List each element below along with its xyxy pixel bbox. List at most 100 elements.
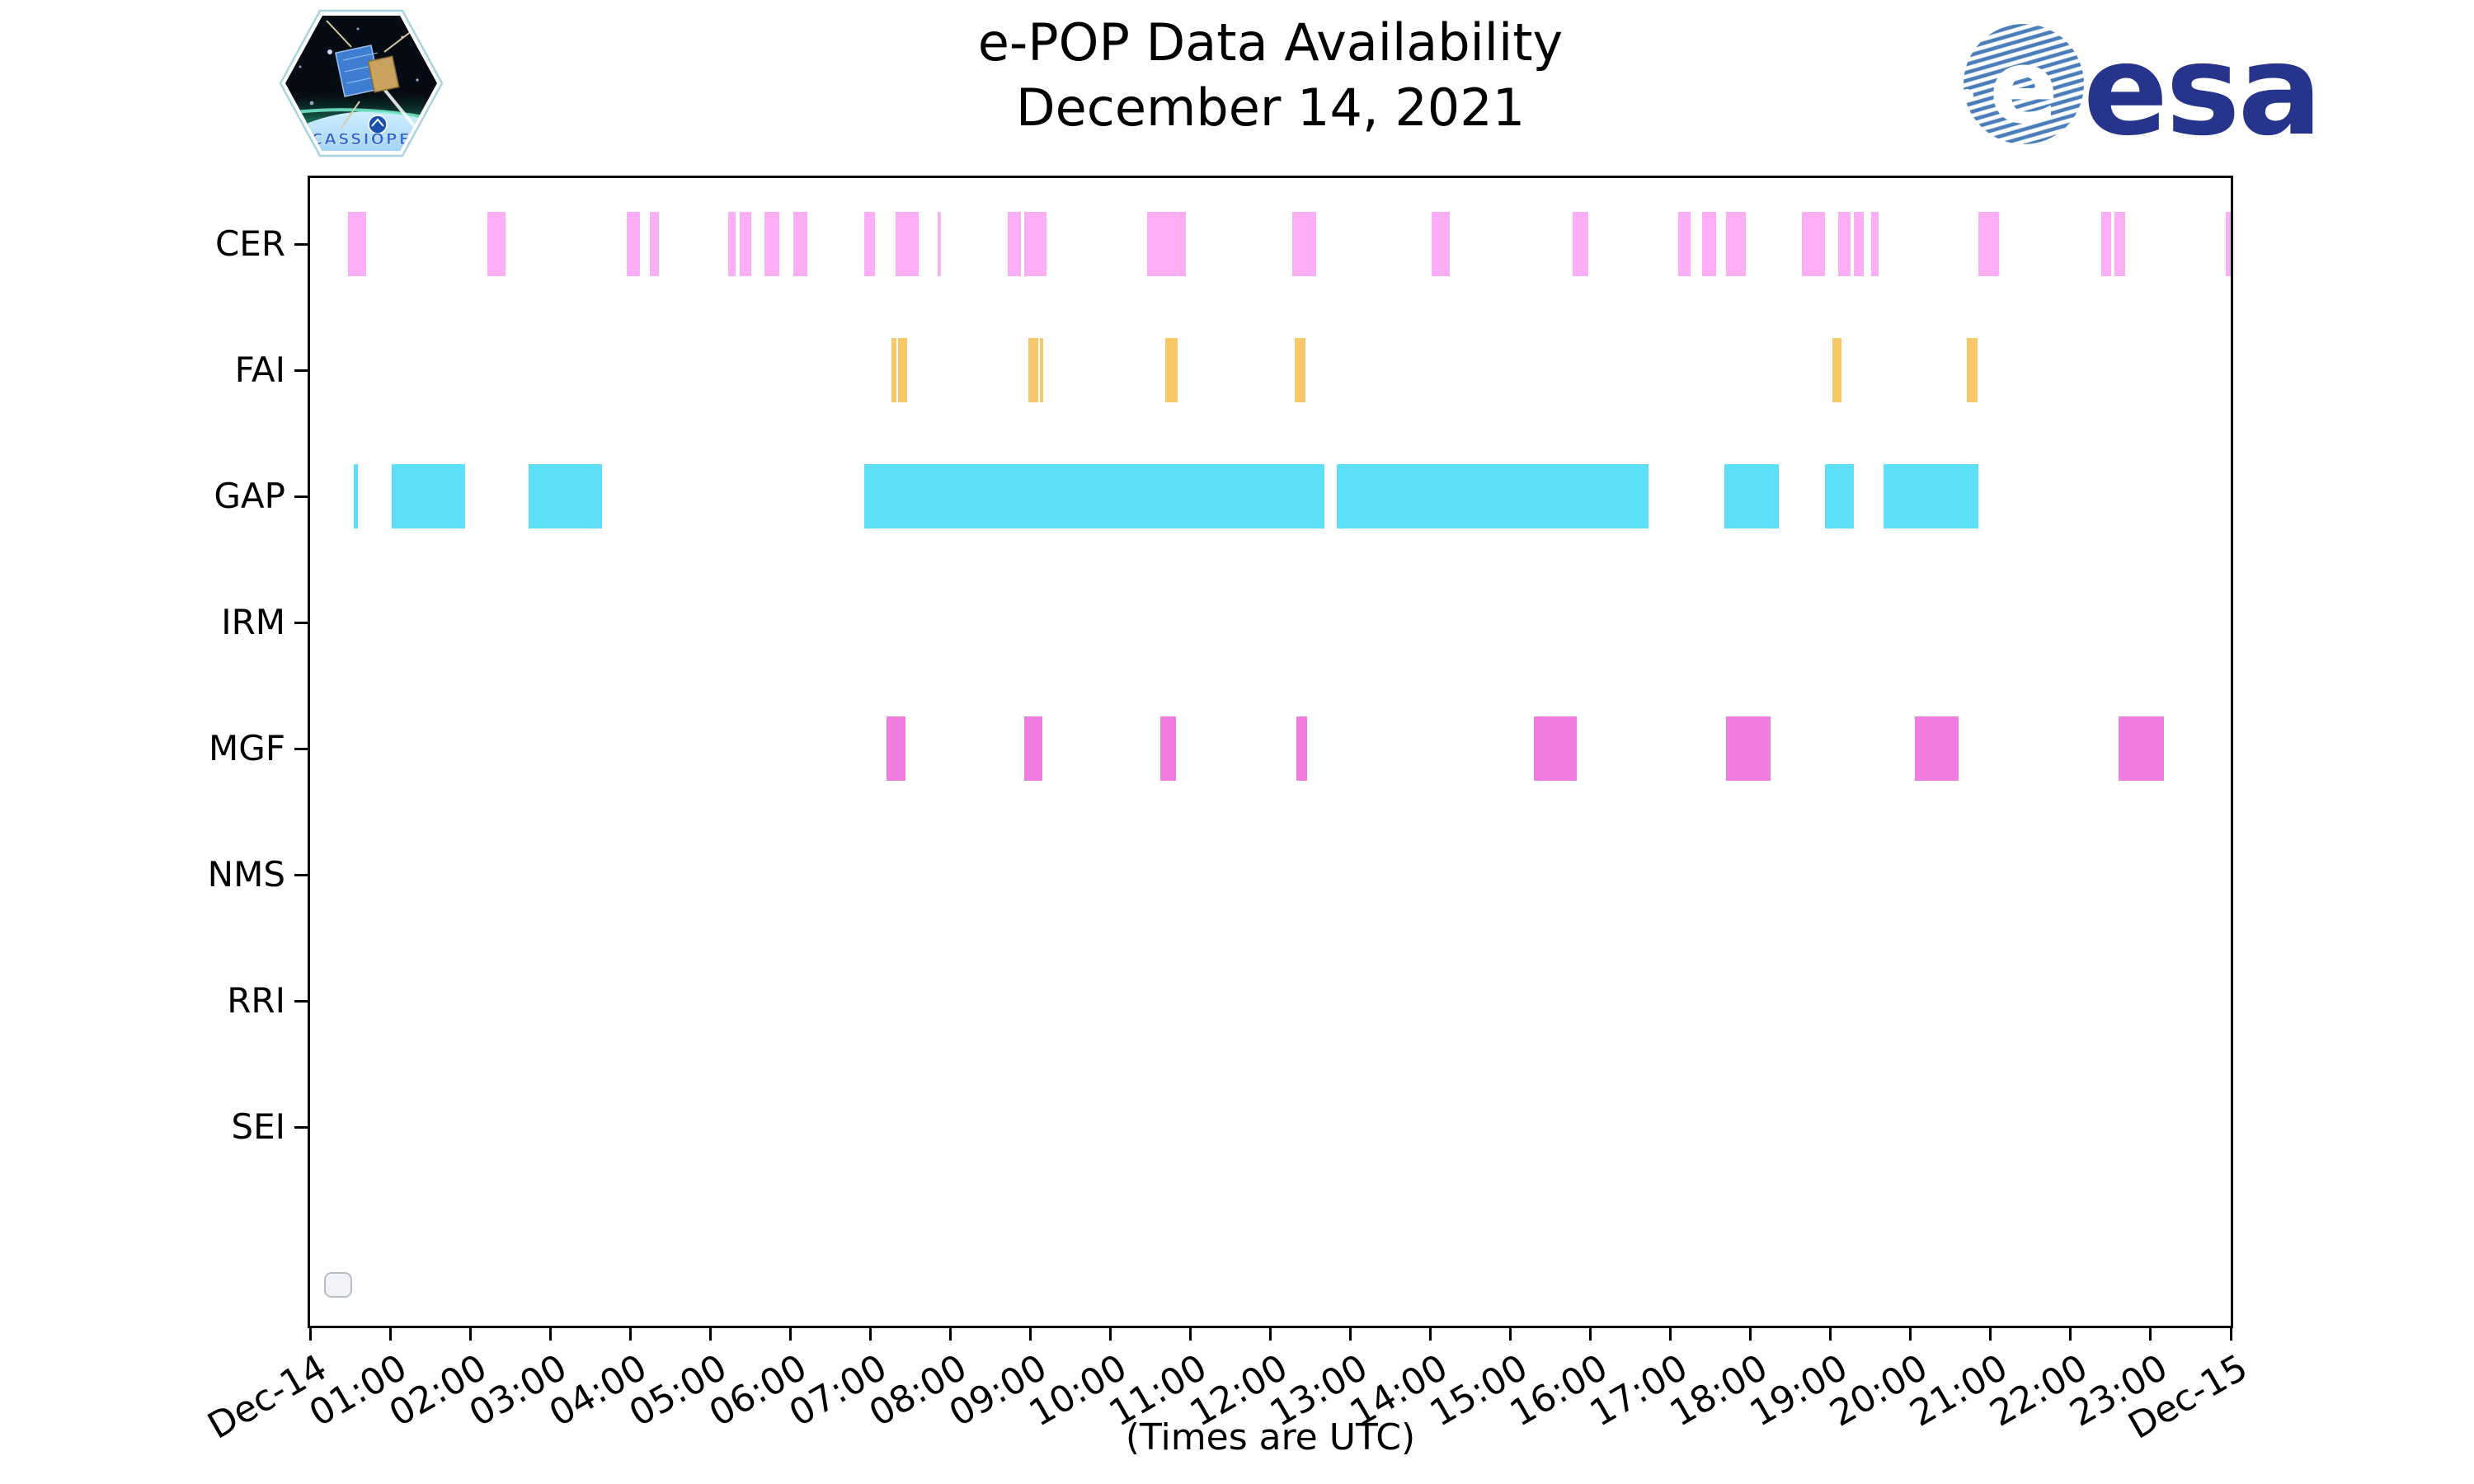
availability-bar-GAP: [863, 464, 1325, 528]
plot-area: [308, 176, 2233, 1328]
availability-bar-MGF: [2119, 716, 2165, 781]
x-tick-mark-19:00: [1829, 1326, 1832, 1341]
availability-bar-CER: [1853, 212, 1864, 276]
y-tick-mark-SEI: [294, 1125, 310, 1129]
availability-bar-FAI: [891, 338, 897, 402]
y-axis-label-IRM: IRM: [221, 602, 285, 642]
availability-bar-GAP: [528, 464, 603, 528]
chart-title-line2: December 14, 2021: [1015, 77, 1526, 139]
x-tick-mark-03:00: [548, 1326, 552, 1341]
x-tick-mark-11:00: [1188, 1326, 1192, 1341]
availability-bar-FAI: [1028, 338, 1039, 402]
availability-bar-FAI: [1294, 338, 1306, 402]
x-tick-mark-02:00: [468, 1326, 472, 1341]
esa-globe-letter: e: [1989, 28, 2058, 147]
availability-bar-CER: [1147, 212, 1186, 276]
cassiope-mission-patch: CASSIOPE: [279, 9, 444, 157]
availability-bar-CER: [764, 212, 779, 276]
availability-bar-MGF: [1914, 716, 1959, 781]
availability-bar-CER: [740, 212, 751, 276]
availability-bar-MGF: [1159, 716, 1176, 781]
x-tick-mark-16:00: [1589, 1326, 1592, 1341]
y-axis-label-NMS: NMS: [207, 854, 285, 895]
y-tick-mark-GAP: [294, 495, 310, 498]
availability-bar-FAI: [898, 338, 907, 402]
availability-bar-CER: [1023, 212, 1047, 276]
availability-bar-CER: [1838, 212, 1851, 276]
availability-bar-MGF: [1296, 716, 1308, 781]
x-tick-mark-06:00: [788, 1326, 792, 1341]
availability-bar-CER: [727, 212, 736, 276]
availability-bar-CER: [2114, 212, 2125, 276]
legend-box: [324, 1272, 352, 1298]
x-tick-mark-12:00: [1269, 1326, 1272, 1341]
availability-bar-CER: [2100, 212, 2112, 276]
x-tick-mark-04:00: [628, 1326, 632, 1341]
x-tick-mark-22:00: [2069, 1326, 2072, 1341]
availability-bar-GAP: [354, 464, 359, 528]
availability-bar-MGF: [1023, 716, 1042, 781]
availability-bar-GAP: [1724, 464, 1779, 528]
y-axis-label-CER: CER: [214, 223, 285, 264]
availability-bar-FAI: [1966, 338, 1978, 402]
x-tick-mark-01:00: [388, 1326, 392, 1341]
availability-bar-FAI: [1165, 338, 1178, 402]
availability-bar-GAP: [391, 464, 466, 528]
availability-bar-CER: [793, 212, 807, 276]
availability-bar-MGF: [1533, 716, 1578, 781]
y-tick-mark-IRM: [294, 621, 310, 624]
availability-bar-CER: [487, 212, 506, 276]
beam: [378, 82, 417, 129]
x-tick-mark-21:00: [1989, 1326, 1992, 1341]
y-tick-mark-MGF: [294, 747, 310, 750]
availability-bar-CER: [1871, 212, 1879, 276]
availability-bar-GAP: [1883, 464, 1979, 528]
horizon-glow: [285, 108, 437, 129]
y-axis-label-SEI: SEI: [231, 1106, 285, 1147]
satellite: [326, 20, 420, 129]
x-tick-mark-17:00: [1669, 1326, 1672, 1341]
availability-bar-CER: [1978, 212, 1999, 276]
esa-logo: e esa: [1961, 17, 2321, 155]
x-tick-mark-23:00: [2149, 1326, 2152, 1341]
x-tick-mark-05:00: [708, 1326, 712, 1341]
availability-bar-CER: [896, 212, 919, 276]
availability-bar-CER: [1573, 212, 1588, 276]
availability-bar-CER: [864, 212, 876, 276]
chart-title: e-POP Data Availability December 14, 202…: [310, 10, 2231, 141]
y-tick-mark-FAI: [294, 369, 310, 372]
availability-bar-CER: [1701, 212, 1716, 276]
y-tick-mark-NMS: [294, 873, 310, 876]
availability-bar-CER: [1801, 212, 1825, 276]
x-tick-mark-Dec-14: [308, 1326, 312, 1341]
x-tick-mark-Dec-15: [2229, 1326, 2232, 1341]
availability-bar-CER: [1291, 212, 1316, 276]
y-axis-label-MGF: MGF: [209, 728, 285, 768]
availability-bar-CER: [937, 212, 941, 276]
x-tick-mark-08:00: [948, 1326, 952, 1341]
y-axis-label-RRI: RRI: [227, 980, 285, 1021]
x-tick-mark-20:00: [1909, 1326, 1912, 1341]
availability-bar-MGF: [1725, 716, 1771, 781]
cassiope-wordmark: CASSIOPE: [311, 130, 411, 148]
availability-bar-CER: [347, 212, 366, 276]
availability-bar-CER: [1678, 212, 1691, 276]
availability-bar-CER: [1431, 212, 1450, 276]
x-axis-title: (Times are UTC): [1125, 1416, 1416, 1458]
x-tick-mark-07:00: [868, 1326, 872, 1341]
y-tick-mark-RRI: [294, 999, 310, 1003]
y-axis-label-GAP: GAP: [214, 476, 285, 516]
x-tick-mark-15:00: [1509, 1326, 1512, 1341]
patch-scene: CASSIOPE: [285, 16, 437, 151]
availability-bar-CER: [627, 212, 640, 276]
availability-bar-FAI: [1832, 338, 1842, 402]
esa-globe: e: [1961, 22, 2086, 147]
availability-bar-GAP: [1337, 464, 1649, 528]
availability-bar-FAI: [1040, 338, 1043, 402]
x-tick-mark-14:00: [1429, 1326, 1432, 1341]
y-axis-label-FAI: FAI: [234, 350, 285, 390]
availability-bar-MGF: [886, 716, 905, 781]
x-tick-mark-09:00: [1028, 1326, 1032, 1341]
x-tick-mark-18:00: [1749, 1326, 1752, 1341]
availability-bar-CER: [650, 212, 660, 276]
